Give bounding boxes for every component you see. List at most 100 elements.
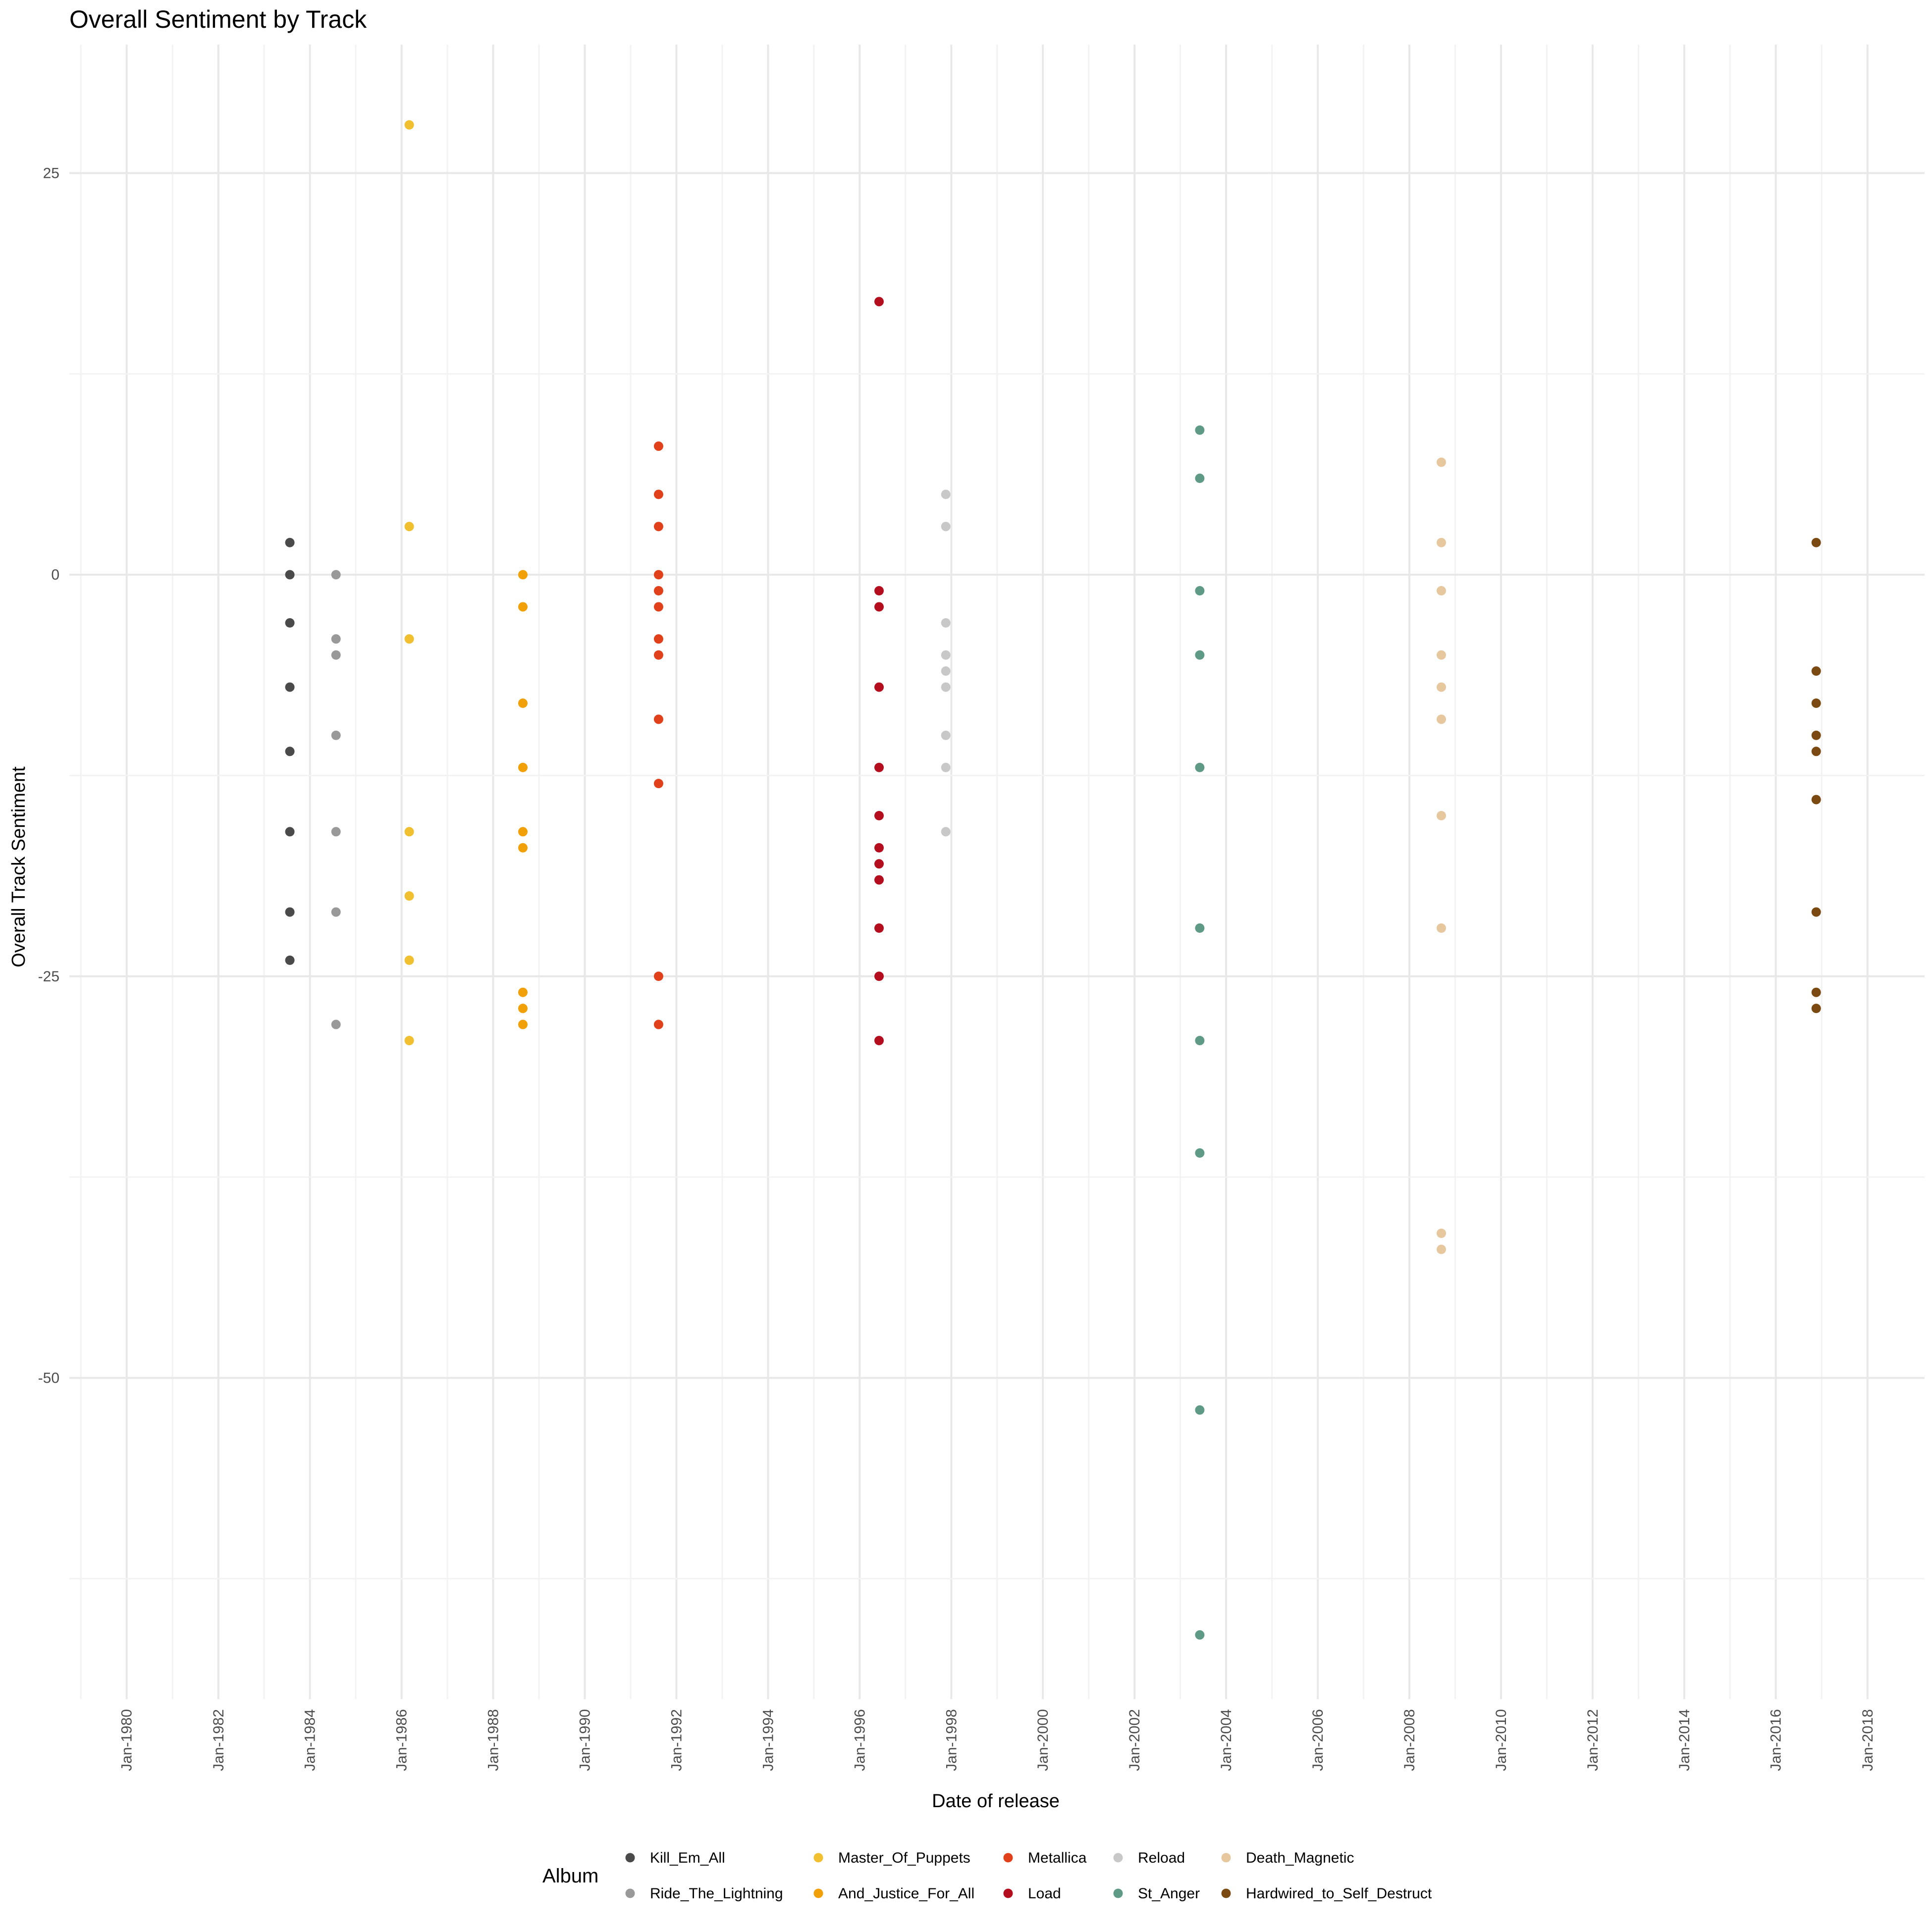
data-point-st-anger (1195, 586, 1205, 596)
chart-title: Overall Sentiment by Track (69, 5, 367, 33)
data-point-and-justice-for-all (518, 1020, 528, 1029)
data-point-reload (941, 489, 951, 499)
y-tick-label: -25 (38, 968, 59, 985)
data-points (285, 120, 1821, 1640)
data-point-reload (941, 650, 951, 660)
data-point-metallica (653, 1020, 663, 1029)
data-point-kill-em-all (285, 827, 295, 837)
x-tick-label: Jan-2006 (1310, 1709, 1326, 1771)
data-point-and-justice-for-all (518, 602, 528, 612)
data-point-reload (941, 682, 951, 692)
data-point-death-magnetic (1437, 586, 1447, 596)
data-point-death-magnetic (1437, 714, 1447, 724)
data-point-st-anger (1195, 650, 1205, 660)
data-point-kill-em-all (285, 955, 295, 965)
data-point-st-anger (1195, 1630, 1205, 1640)
data-point-master-of-puppets (404, 522, 414, 532)
y-tick-labels: 25 0 -25 -50 (38, 165, 59, 1386)
x-tick-label: Jan-2000 (1035, 1709, 1051, 1771)
data-point-load (874, 859, 884, 869)
x-tick-label: Jan-2004 (1218, 1709, 1234, 1771)
legend-label: Reload (1138, 1850, 1185, 1866)
x-axis-title: Date of release (932, 1791, 1060, 1812)
y-tick-label: 0 (51, 567, 59, 583)
data-point-kill-em-all (285, 682, 295, 692)
data-point-ride-the-lightning (331, 907, 341, 917)
data-point-death-magnetic (1437, 650, 1447, 660)
data-point-ride-the-lightning (331, 634, 341, 644)
data-point-kill-em-all (285, 907, 295, 917)
data-point-st-anger (1195, 474, 1205, 483)
data-point-hardwired-to-self-destruct (1811, 1004, 1821, 1014)
legend-label: Master_Of_Puppets (838, 1850, 970, 1866)
data-point-death-magnetic (1437, 811, 1447, 821)
legend-item-master-of-puppets: Master_Of_Puppets (813, 1850, 970, 1866)
data-point-st-anger (1195, 425, 1205, 435)
data-point-metallica (653, 634, 663, 644)
data-point-death-magnetic (1437, 923, 1447, 933)
data-point-metallica (653, 650, 663, 660)
data-point-and-justice-for-all (518, 570, 528, 580)
legend-item-load: Load (1003, 1885, 1061, 1902)
data-point-load (874, 875, 884, 885)
data-point-ride-the-lightning (331, 827, 341, 837)
x-tick-label: Jan-1998 (943, 1709, 960, 1771)
x-tick-label: Jan-1990 (577, 1709, 593, 1771)
data-point-reload (941, 618, 951, 628)
legend-key (1003, 1853, 1013, 1863)
data-point-death-magnetic (1437, 537, 1447, 547)
legend-key (1003, 1888, 1013, 1898)
data-point-master-of-puppets (404, 1035, 414, 1045)
data-point-metallica (653, 971, 663, 981)
x-tick-label: Jan-2014 (1676, 1709, 1693, 1771)
data-point-load (874, 602, 884, 612)
data-point-hardwired-to-self-destruct (1811, 730, 1821, 740)
data-point-load (874, 971, 884, 981)
legend-key (625, 1853, 635, 1863)
data-point-metallica (653, 441, 663, 451)
data-point-and-justice-for-all (518, 1004, 528, 1014)
data-point-reload (941, 827, 951, 837)
x-tick-label: Jan-2016 (1768, 1709, 1784, 1771)
legend-key (813, 1853, 823, 1863)
data-point-death-magnetic (1437, 457, 1447, 467)
x-tick-label: Jan-1988 (485, 1709, 501, 1771)
data-point-and-justice-for-all (518, 843, 528, 853)
legend-label: Metallica (1028, 1850, 1087, 1866)
data-point-and-justice-for-all (518, 987, 528, 997)
x-tick-label: Jan-1986 (394, 1709, 410, 1771)
data-point-hardwired-to-self-destruct (1811, 537, 1821, 547)
data-point-metallica (653, 586, 663, 596)
data-point-and-justice-for-all (518, 762, 528, 772)
data-point-kill-em-all (285, 747, 295, 756)
data-point-load (874, 843, 884, 853)
legend-item-kill-em-all: Kill_Em_All (625, 1850, 725, 1866)
legend-item-and-justice-for-all: And_Justice_For_All (813, 1885, 974, 1902)
data-point-hardwired-to-self-destruct (1811, 747, 1821, 756)
data-point-st-anger (1195, 762, 1205, 772)
data-point-and-justice-for-all (518, 827, 528, 837)
x-tick-label: Jan-1980 (119, 1709, 135, 1771)
data-point-death-magnetic (1437, 1244, 1447, 1254)
data-point-load (874, 811, 884, 821)
data-point-ride-the-lightning (331, 650, 341, 660)
legend-item-death-magnetic: Death_Magnetic (1221, 1850, 1354, 1866)
y-axis-title: Overall Track Sentiment (8, 766, 29, 967)
legend-key (813, 1888, 823, 1898)
x-tick-label: Jan-2010 (1493, 1709, 1509, 1771)
legend-label: And_Justice_For_All (838, 1885, 974, 1902)
data-point-hardwired-to-self-destruct (1811, 907, 1821, 917)
data-point-death-magnetic (1437, 1229, 1447, 1238)
legend-item-metallica: Metallica (1003, 1850, 1087, 1866)
x-tick-label: Jan-2008 (1401, 1709, 1418, 1771)
legend-item-hardwired-to-self-destruct: Hardwired_to_Self_Destruct (1221, 1885, 1432, 1902)
data-point-load (874, 762, 884, 772)
legend-label: Hardwired_to_Self_Destruct (1246, 1885, 1432, 1902)
data-point-hardwired-to-self-destruct (1811, 698, 1821, 708)
legend-label: Kill_Em_All (650, 1850, 725, 1866)
data-point-st-anger (1195, 923, 1205, 933)
data-point-st-anger (1195, 1405, 1205, 1415)
data-point-st-anger (1195, 1035, 1205, 1045)
data-point-metallica (653, 779, 663, 789)
data-point-load (874, 1035, 884, 1045)
